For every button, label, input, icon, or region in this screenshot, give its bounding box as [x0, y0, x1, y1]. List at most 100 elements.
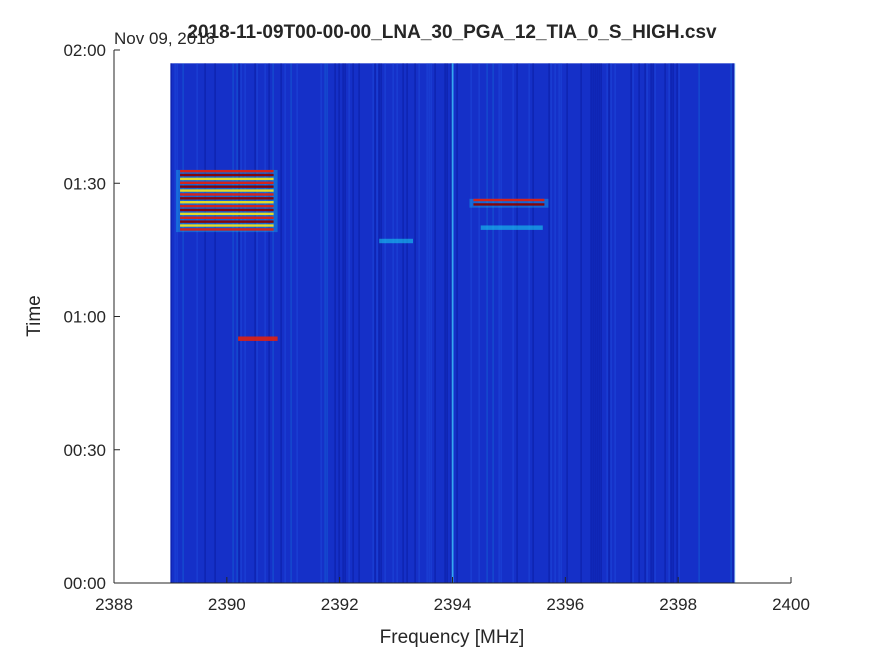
noise-stripe [284, 63, 286, 583]
y-tick-label: 02:00 [63, 41, 106, 60]
noise-stripe [672, 63, 674, 583]
noise-stripe [632, 63, 634, 583]
y-axis-label: Time [24, 295, 45, 337]
noise-stripe [214, 63, 216, 583]
signal-streak [473, 203, 545, 206]
x-ticks: 2388 2390 2392 2394 2396 2398 2400 [95, 577, 810, 614]
noise-stripe [334, 63, 336, 583]
noise-stripe [384, 63, 386, 583]
noise-stripe [678, 63, 680, 583]
noise-stripe [664, 63, 666, 583]
noise-stripe [528, 63, 530, 583]
signal-streak [180, 189, 274, 192]
noise-stripe [444, 63, 446, 583]
y-tick-label: 00:00 [63, 574, 106, 593]
noise-stripe [532, 63, 534, 583]
noise-stripe [372, 63, 374, 583]
signal-streak [180, 177, 274, 181]
heatmap-signals [176, 63, 549, 583]
noise-stripe [446, 63, 448, 583]
noise-stripe [630, 63, 632, 583]
y-ticks: 00:00 00:30 01:00 01:30 02:00 [63, 41, 120, 593]
noise-stripe [264, 63, 266, 583]
noise-stripe [566, 63, 568, 583]
signal-streak [180, 169, 274, 173]
signal-streak [180, 228, 274, 231]
noise-stripe [610, 63, 612, 583]
noise-stripe [470, 63, 472, 583]
noise-stripe [320, 63, 322, 583]
noise-stripe [348, 63, 350, 583]
signal-streak [238, 336, 278, 341]
noise-stripe [698, 63, 700, 583]
heatmap-stripes [170, 63, 736, 583]
noise-stripe [378, 63, 380, 583]
noise-stripe [426, 63, 428, 583]
noise-stripe [600, 63, 602, 583]
noise-stripe [256, 63, 258, 583]
noise-stripe [598, 63, 600, 583]
signal-streak [480, 225, 543, 230]
noise-stripe [272, 63, 274, 583]
noise-stripe [558, 63, 560, 583]
noise-stripe [290, 63, 292, 583]
noise-stripe [554, 63, 556, 583]
noise-stripe [730, 63, 732, 583]
noise-stripe [498, 63, 500, 583]
noise-stripe [396, 63, 398, 583]
x-axis-label: Frequency [MHz] [380, 627, 525, 648]
signal-streak [180, 208, 274, 212]
noise-stripe [196, 63, 198, 583]
noise-stripe [500, 63, 502, 583]
y-tick-label: 01:30 [63, 174, 106, 193]
noise-stripe [434, 63, 436, 583]
noise-stripe [492, 63, 494, 583]
noise-stripe [428, 63, 430, 583]
noise-stripe [182, 63, 184, 583]
noise-stripe [414, 63, 416, 583]
noise-stripe [244, 63, 246, 583]
noise-stripe [516, 63, 518, 583]
noise-stripe [174, 63, 176, 583]
noise-stripe [376, 63, 378, 583]
signal-streak [180, 201, 274, 204]
vertical-signal-line [451, 63, 454, 583]
x-tick-label: 2388 [95, 595, 133, 614]
noise-stripe [236, 63, 238, 583]
noise-stripe [734, 63, 736, 583]
signal-streak [180, 185, 274, 188]
noise-stripe [614, 63, 616, 583]
noise-stripe [486, 63, 488, 583]
noise-stripe [644, 63, 646, 583]
noise-stripe [204, 63, 206, 583]
noise-stripe [652, 63, 654, 583]
x-tick-label: 2400 [772, 595, 810, 614]
signal-streak [180, 220, 274, 223]
noise-stripe [392, 63, 394, 583]
noise-stripe [676, 63, 678, 583]
signal-streak [180, 224, 274, 227]
noise-stripe [456, 63, 458, 583]
noise-stripe [170, 63, 172, 583]
noise-stripe [478, 63, 480, 583]
signal-streak [180, 216, 274, 219]
noise-stripe [646, 63, 648, 583]
noise-stripe [406, 63, 408, 583]
noise-stripe [550, 63, 552, 583]
noise-stripe [296, 63, 298, 583]
noise-stripe [560, 63, 562, 583]
noise-stripe [580, 63, 582, 583]
x-tick-label: 2398 [659, 595, 697, 614]
signal-streak [180, 181, 274, 184]
noise-stripe [430, 63, 432, 583]
noise-stripe [594, 63, 596, 583]
noise-stripe [592, 63, 594, 583]
noise-stripe [176, 63, 178, 583]
noise-stripe [590, 63, 592, 583]
x-tick-label: 2390 [208, 595, 246, 614]
noise-stripe [342, 63, 344, 583]
noise-stripe [254, 63, 256, 583]
noise-stripe [650, 63, 652, 583]
y-tick-label: 01:00 [63, 308, 106, 327]
y-tick-label: 00:30 [63, 441, 106, 460]
